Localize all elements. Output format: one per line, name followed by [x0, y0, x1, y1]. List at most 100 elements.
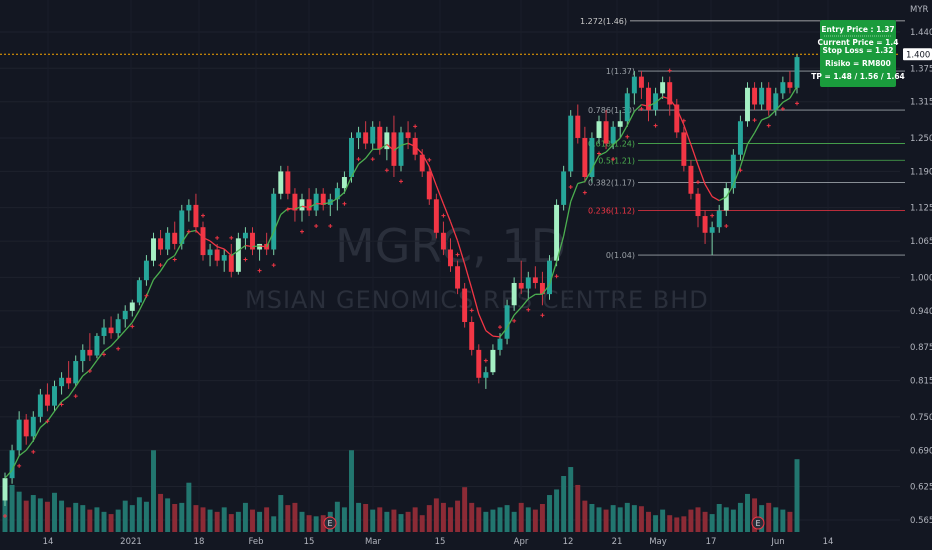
- candle-body[interactable]: [37, 394, 43, 417]
- candle-body[interactable]: [320, 193, 326, 205]
- candle-body[interactable]: [2, 478, 8, 501]
- candle-body[interactable]: [617, 121, 623, 127]
- candle-body[interactable]: [660, 82, 666, 94]
- candle-body[interactable]: [405, 132, 411, 138]
- candle-body[interactable]: [646, 87, 651, 111]
- candle-body[interactable]: [214, 249, 220, 261]
- candle-body[interactable]: [377, 126, 383, 150]
- candle-body[interactable]: [787, 82, 793, 88]
- candle-body[interactable]: [426, 171, 432, 200]
- candle-body[interactable]: [638, 76, 644, 88]
- candle-body[interactable]: [610, 126, 616, 144]
- candle-body[interactable]: [518, 282, 524, 289]
- candle-body[interactable]: [681, 132, 687, 166]
- candle-body[interactable]: [469, 322, 475, 350]
- candle-body[interactable]: [384, 132, 390, 150]
- candle-body[interactable]: [59, 377, 65, 387]
- candle-body[interactable]: [52, 386, 57, 406]
- candle-body[interactable]: [108, 327, 114, 334]
- candle-body[interactable]: [624, 93, 630, 122]
- candle-body[interactable]: [9, 450, 15, 479]
- candle-body[interactable]: [730, 154, 736, 189]
- candle-body[interactable]: [172, 232, 178, 244]
- candle-body[interactable]: [603, 121, 609, 144]
- candle-body[interactable]: [589, 137, 595, 178]
- candle-body[interactable]: [306, 199, 312, 211]
- candle-body[interactable]: [440, 232, 446, 250]
- candle-body[interactable]: [596, 121, 602, 138]
- candle-body[interactable]: [455, 266, 461, 289]
- candle-body[interactable]: [575, 115, 581, 138]
- candle-body[interactable]: [667, 82, 673, 105]
- candle-body[interactable]: [391, 132, 397, 166]
- candle-body[interactable]: [228, 255, 234, 272]
- candle-body[interactable]: [179, 210, 185, 244]
- candle-body[interactable]: [674, 104, 680, 133]
- candle-body[interactable]: [129, 302, 135, 311]
- candle-body[interactable]: [794, 57, 800, 88]
- candle-body[interactable]: [235, 238, 241, 272]
- candle-body[interactable]: [151, 238, 156, 261]
- candle-body[interactable]: [299, 199, 305, 211]
- candle-body[interactable]: [737, 121, 743, 155]
- candle-body[interactable]: [702, 216, 708, 233]
- candle-body[interactable]: [525, 277, 531, 289]
- candle-body[interactable]: [773, 93, 779, 111]
- candle-body[interactable]: [433, 199, 439, 233]
- candle-body[interactable]: [334, 188, 340, 200]
- candle-body[interactable]: [341, 177, 347, 189]
- candle-body[interactable]: [483, 372, 489, 378]
- candle-body[interactable]: [723, 188, 729, 211]
- candle-body[interactable]: [94, 335, 100, 356]
- candle-body[interactable]: [242, 232, 248, 239]
- price-axis[interactable]: MYR 1.440 1.375 1.315 1.250 1.190 1.125 1.065 1…: [910, 5, 932, 526]
- candle-body[interactable]: [568, 115, 574, 172]
- candles[interactable]: [2, 54, 800, 507]
- candle-body[interactable]: [561, 171, 567, 205]
- candle-body[interactable]: [23, 419, 29, 437]
- candle-body[interactable]: [66, 377, 72, 384]
- candle-body[interactable]: [44, 394, 50, 406]
- candle-body[interactable]: [200, 227, 206, 256]
- candle-body[interactable]: [688, 165, 694, 194]
- candle-body[interactable]: [16, 419, 22, 451]
- candle-body[interactable]: [780, 82, 786, 94]
- candle-body[interactable]: [122, 310, 128, 320]
- candle-body[interactable]: [356, 132, 362, 138]
- candle-body[interactable]: [476, 349, 482, 378]
- candle-body[interactable]: [631, 76, 637, 94]
- candle-body[interactable]: [101, 327, 107, 336]
- candle-body[interactable]: [539, 282, 545, 295]
- candle-body[interactable]: [349, 137, 354, 178]
- fibonacci-retracement[interactable]: 1.272(1.46) 1(1.37) 0.786(1.30) 0.618(1.24)…: [580, 17, 905, 260]
- candle-body[interactable]: [582, 137, 588, 178]
- candle-body[interactable]: [285, 171, 291, 194]
- candle-body[interactable]: [165, 232, 171, 250]
- candle-body[interactable]: [370, 126, 376, 144]
- candle-body[interactable]: [207, 249, 213, 256]
- candle-body[interactable]: [278, 171, 284, 194]
- candle-body[interactable]: [504, 305, 510, 339]
- candle-body[interactable]: [497, 338, 503, 350]
- candle-body[interactable]: [398, 132, 404, 166]
- candle-body[interactable]: [221, 255, 227, 261]
- earnings-marker-circle[interactable]: [323, 516, 337, 530]
- candle-body[interactable]: [759, 87, 765, 105]
- candle-body[interactable]: [193, 204, 199, 228]
- candle-body[interactable]: [186, 204, 192, 211]
- candle-body[interactable]: [462, 288, 468, 323]
- candle-body[interactable]: [448, 249, 453, 267]
- candle-body[interactable]: [419, 154, 425, 172]
- candle-body[interactable]: [80, 349, 86, 362]
- candle-body[interactable]: [87, 349, 93, 356]
- candle-body[interactable]: [143, 260, 149, 281]
- candle-body[interactable]: [30, 416, 36, 437]
- candle-body[interactable]: [313, 193, 319, 211]
- candle-body[interactable]: [363, 132, 369, 144]
- candle-body[interactable]: [716, 210, 722, 228]
- candle-body[interactable]: [532, 277, 538, 283]
- candle-body[interactable]: [136, 280, 142, 303]
- candle-body[interactable]: [554, 204, 560, 261]
